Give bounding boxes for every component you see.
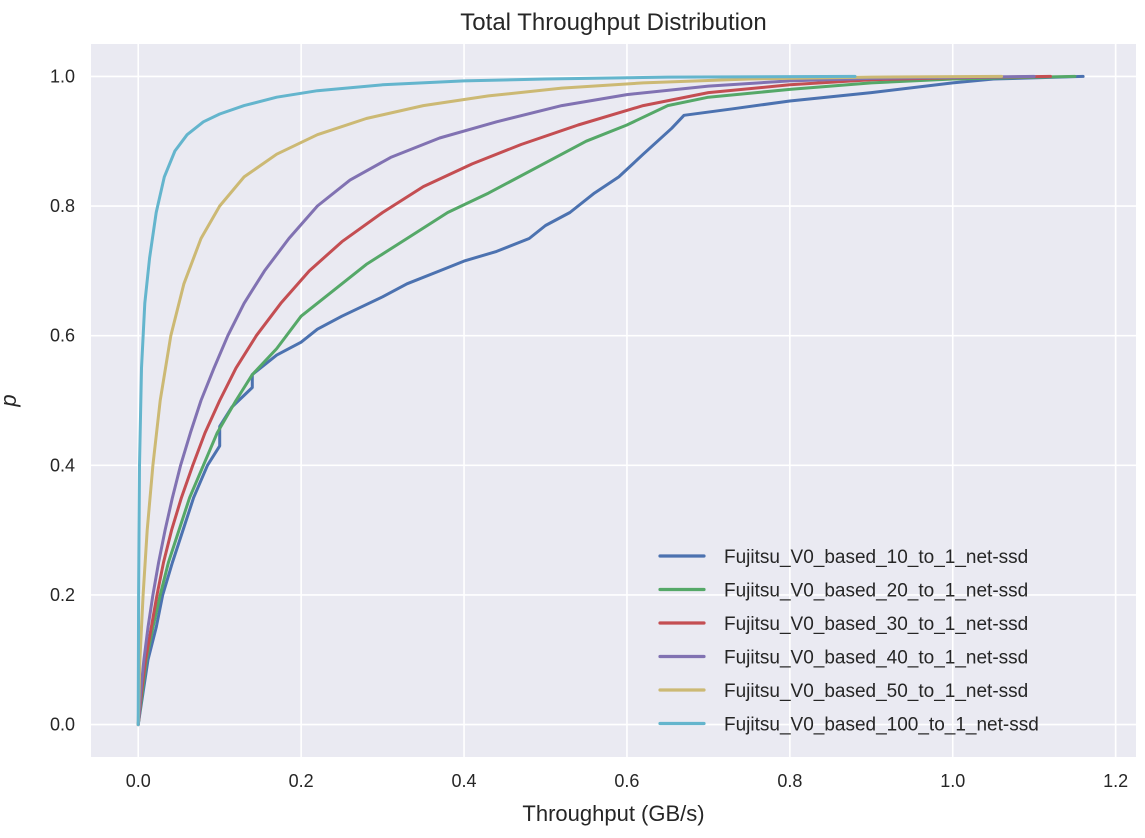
series-line xyxy=(136,74,1052,727)
grid-lines xyxy=(91,44,1136,757)
legend-label: Fujitsu_V0_based_50_to_1_net-ssd xyxy=(724,681,1028,702)
series-line xyxy=(136,74,1077,727)
y-tick-label: 0.8 xyxy=(50,196,75,216)
y-tick-label: 0.0 xyxy=(50,715,75,735)
y-tick-label: 1.0 xyxy=(50,66,75,86)
legend-label: Fujitsu_V0_based_30_to_1_net-ssd xyxy=(724,614,1028,635)
x-axis-label: Throughput (GB/s) xyxy=(522,801,704,826)
y-tick-label: 0.4 xyxy=(50,455,75,475)
legend-label: Fujitsu_V0_based_100_to_1_net-ssd xyxy=(724,715,1039,736)
x-tick-label: 0.8 xyxy=(777,771,802,791)
chart-title: Total Throughput Distribution xyxy=(460,9,766,36)
x-tick-label: 0.4 xyxy=(452,771,477,791)
legend-label: Fujitsu_V0_based_10_to_1_net-ssd xyxy=(724,547,1028,568)
series-line xyxy=(136,74,1085,727)
legend-label: Fujitsu_V0_based_40_to_1_net-ssd xyxy=(724,648,1028,669)
x-tick-label: 0.6 xyxy=(614,771,639,791)
series-line xyxy=(136,74,1036,727)
legend: Fujitsu_V0_based_10_to_1_net-ssd Fujitsu_… xyxy=(658,547,1039,736)
x-tick-label: 1.2 xyxy=(1103,771,1128,791)
x-tick-label: 0.2 xyxy=(289,771,314,791)
y-tick-label: 0.2 xyxy=(50,585,75,605)
tick-labels: 0.0 0.2 0.4 0.6 0.8 1.0 1.2 0.0 0.2 0.4 0.6 0.8 1.0 xyxy=(50,66,1128,791)
legend-label: Fujitsu_V0_based_20_to_1_net-ssd xyxy=(724,581,1028,602)
y-tick-label: 0.6 xyxy=(50,326,75,346)
x-tick-label: 1.0 xyxy=(940,771,965,791)
series-lines xyxy=(136,74,1085,727)
series-line xyxy=(136,74,1004,727)
series-line xyxy=(136,74,857,727)
x-tick-label: 0.0 xyxy=(126,771,151,791)
y-axis-label: p xyxy=(0,394,21,407)
